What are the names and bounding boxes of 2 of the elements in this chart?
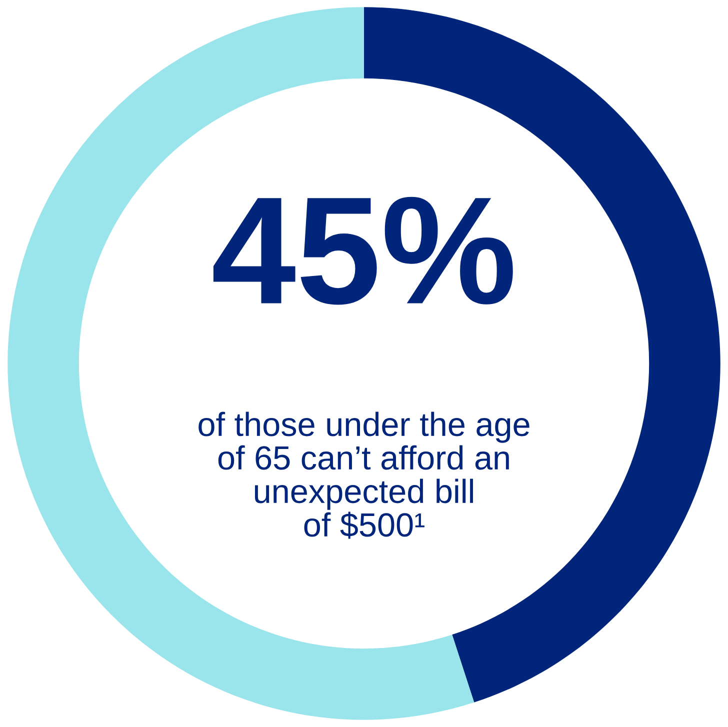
text: of those under the age of 65 can’t afford an unexpected bill of $500¹ xyxy=(198,412,530,539)
data-label: 45% xyxy=(213,196,513,305)
